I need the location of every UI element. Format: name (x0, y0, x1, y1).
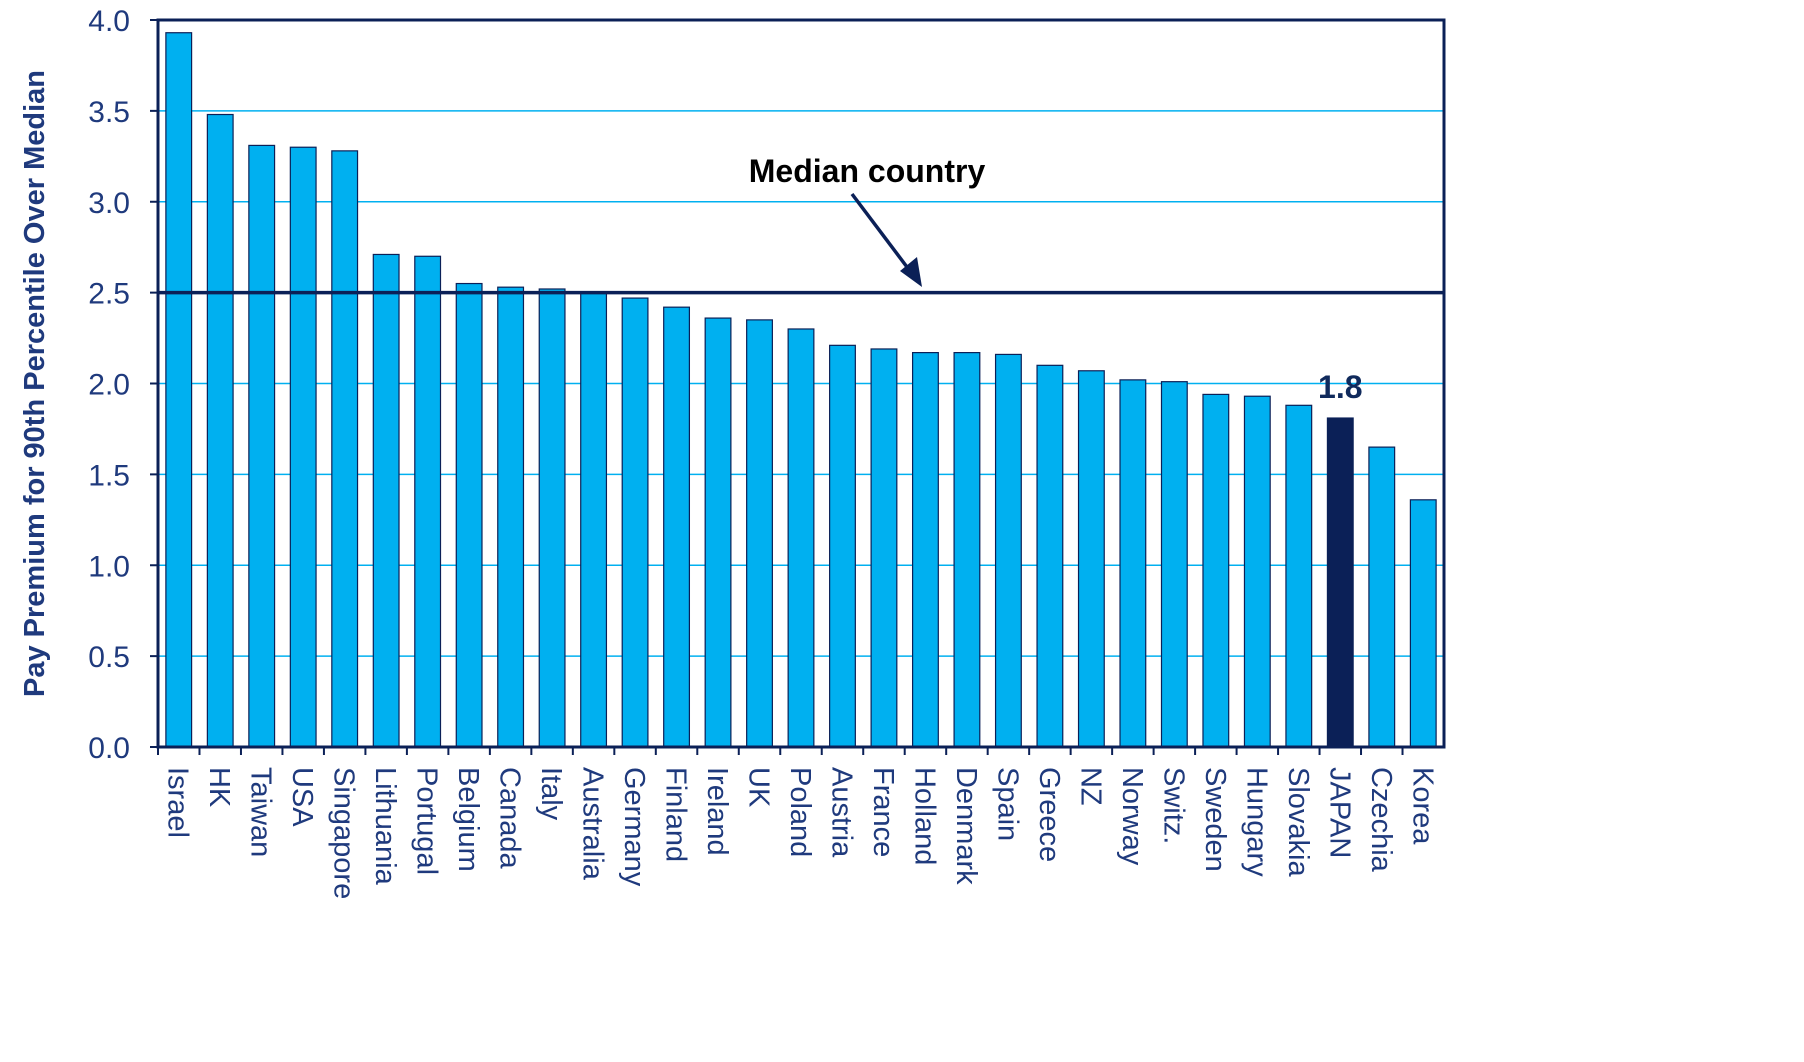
bar-greece (1036, 364, 1064, 748)
bars (165, 32, 1437, 748)
x-tick-label: Australia (577, 767, 609, 881)
median-label: Median country (749, 153, 986, 189)
bar-belgium (455, 282, 483, 748)
bar-portugal (414, 255, 442, 748)
x-tick-label: Germany (618, 767, 650, 887)
bar-hk (206, 113, 234, 748)
bar-hungary (1243, 395, 1271, 748)
x-tick-label: Israel (162, 767, 194, 838)
bar-austria (829, 344, 856, 748)
y-tick-label: 3.0 (88, 187, 130, 220)
bar-singapore (331, 150, 359, 748)
x-tick-label: Hungary (1240, 767, 1272, 877)
bar-holland (911, 352, 939, 748)
x-tick-label: Finland (660, 767, 692, 862)
y-tick-labels: 0.0 0.5 1.0 1.5 2.0 2.5 3.0 3.5 4.0 (88, 5, 158, 765)
x-tick-label: Korea (1406, 767, 1438, 845)
x-tick-labels: Israel HK Taiwan USA Singapore Lithuania Portu… (157, 747, 1438, 899)
x-tick-label: Lithuania (369, 767, 401, 886)
japan-data-label: 1.8 (1318, 369, 1362, 405)
y-tick-label: 1.5 (88, 459, 130, 492)
x-tick-label: Ireland (701, 767, 733, 856)
x-tick-label: Sweden (1199, 767, 1231, 872)
x-tick-label: JAPAN (1323, 767, 1355, 858)
bar-lithuania (372, 253, 400, 748)
bar-japan (1326, 417, 1354, 748)
x-tick-label: Italy (535, 767, 567, 821)
x-tick-label: Canada (494, 767, 526, 869)
bar-sweden (1202, 393, 1230, 748)
bar-uk (746, 319, 773, 748)
x-tick-label: Spain (991, 767, 1023, 841)
y-tick-label: 0.5 (88, 641, 130, 674)
bar-denmark (953, 352, 981, 748)
bar-czechia (1368, 446, 1396, 748)
y-tick-label: 3.5 (88, 96, 130, 129)
bar-ireland (704, 317, 732, 748)
x-tick-label: NZ (1074, 767, 1106, 806)
bar-france (870, 348, 898, 748)
bar-slovakia (1285, 404, 1313, 748)
median-reference: Median country (158, 153, 1444, 295)
x-tick-label: Slovakia (1282, 767, 1314, 877)
x-tick-label: Portugal (411, 767, 443, 875)
x-tick-label: Denmark (950, 767, 982, 885)
y-tick-label: 4.0 (88, 5, 130, 38)
x-tick-label: Norway (1116, 767, 1148, 866)
x-tick-label: Austria (825, 767, 857, 858)
bar-norway (1119, 379, 1147, 748)
bar-taiwan (248, 144, 276, 748)
x-tick-label: Holland (908, 767, 940, 865)
bar-switz (1160, 381, 1188, 748)
x-tick-label: UK (743, 767, 775, 808)
bar-germany (621, 297, 649, 748)
bar-italy (538, 288, 566, 748)
x-tick-label: Belgium (452, 767, 484, 872)
x-tick-label: Switz. (1157, 767, 1189, 844)
y-tick-label: 0.0 (88, 732, 130, 765)
bar-spain (994, 353, 1022, 748)
bar-usa (289, 146, 317, 748)
x-tick-label: Poland (784, 767, 816, 857)
y-tick-label: 2.5 (88, 278, 130, 311)
y-tick-label: 2.0 (88, 369, 130, 402)
x-tick-label: Czechia (1365, 767, 1397, 873)
y-tick-label: 1.0 (88, 550, 130, 583)
bar-nz (1077, 370, 1105, 748)
x-tick-label: Singapore (328, 767, 360, 899)
x-tick-label: Taiwan (245, 767, 277, 857)
x-tick-label: USA (286, 767, 318, 827)
bar-canada (497, 286, 525, 748)
bar-australia (580, 292, 608, 748)
median-arrow-shaft (850, 192, 915, 277)
x-tick-label: HK (203, 767, 235, 808)
bar-israel (165, 32, 193, 748)
y-axis-label: Pay Premium for 90th Percentile Over Med… (19, 70, 51, 697)
median-arrow-head (900, 257, 922, 287)
x-tick-label: Greece (1033, 767, 1065, 862)
bar-poland (787, 328, 815, 748)
x-tick-label: France (867, 767, 899, 857)
bar-finland (663, 306, 691, 748)
bar-korea (1409, 499, 1437, 748)
